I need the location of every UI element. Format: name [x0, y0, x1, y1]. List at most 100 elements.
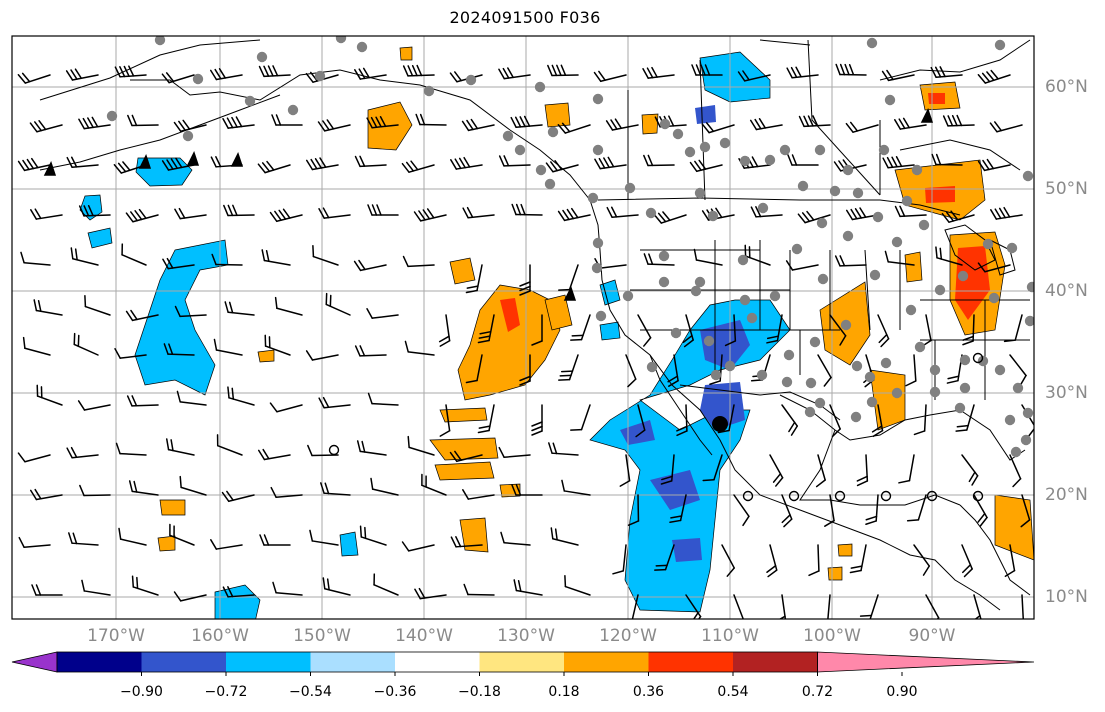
wind-barb — [905, 354, 917, 387]
wind-barb — [272, 581, 303, 596]
station-dot — [797, 180, 809, 192]
wind-barb — [115, 442, 147, 456]
wind-barb — [631, 594, 639, 619]
barb-flag — [920, 108, 934, 123]
wind-barb — [925, 594, 940, 619]
wind-barb — [721, 544, 735, 577]
wind-barb — [744, 244, 771, 266]
wind-barb — [930, 66, 963, 79]
wind-barb — [689, 159, 723, 173]
wind-barb — [36, 384, 63, 406]
wind-barb — [33, 299, 63, 316]
station-dot — [694, 187, 706, 199]
wind-barb — [881, 69, 915, 82]
wind-barb — [17, 72, 51, 84]
latitude-label: 30°N — [1045, 383, 1088, 403]
longitude-label: 150°W — [293, 626, 351, 646]
longitude-label: 170°W — [87, 626, 145, 646]
wind-barb — [259, 534, 291, 546]
station-dot — [866, 396, 878, 408]
wind-barb — [884, 250, 915, 266]
longitude-label: 160°W — [191, 626, 249, 646]
wind-barb — [402, 64, 435, 77]
wind-barb — [370, 477, 399, 496]
station-dot — [694, 276, 706, 288]
wind-barb — [223, 204, 255, 217]
wind-barb — [213, 338, 243, 356]
station-dot — [1004, 414, 1016, 426]
wind-barb — [750, 206, 783, 218]
wind-barb — [462, 206, 495, 219]
wind-barb — [439, 404, 451, 437]
wind-barb — [450, 156, 483, 170]
blue-north-core — [695, 105, 716, 124]
hudson-bay — [879, 39, 1031, 171]
wind-barb — [224, 301, 255, 316]
wind-barb — [642, 66, 675, 79]
blue-core-5 — [620, 420, 655, 445]
wind-barb — [989, 121, 1023, 133]
wind-barb — [531, 404, 543, 436]
wind-barb — [865, 494, 879, 525]
orange-small-2 — [157, 535, 176, 552]
station-dot — [192, 73, 204, 85]
station-dots — [106, 36, 1034, 458]
wind-barb — [766, 314, 783, 344]
wind-barb — [222, 586, 255, 598]
station-dot — [764, 154, 776, 166]
wind-barb — [797, 210, 831, 224]
map-title: 2024091500 F036 — [449, 8, 601, 27]
station-dot — [783, 349, 795, 361]
wind-barb — [834, 255, 867, 267]
wind-barb — [367, 392, 399, 406]
station-dot — [851, 360, 863, 372]
wind-barb — [121, 243, 147, 266]
station-dot — [690, 285, 702, 297]
colorbar-tick-label: −0.18 — [458, 684, 501, 700]
wind-barb — [829, 404, 841, 438]
wind-barb — [817, 354, 832, 387]
station-dot — [502, 130, 514, 142]
orange-nw-2 — [544, 102, 571, 128]
station-dot — [587, 192, 599, 204]
wind-barb — [931, 153, 963, 166]
station-dot — [982, 238, 994, 250]
us-mexico-border — [679, 384, 841, 421]
calm-circle — [972, 352, 984, 364]
mexico-gulf-coast — [799, 429, 961, 506]
great-lakes — [944, 224, 1016, 276]
wind-barb — [271, 114, 303, 126]
wind-barb — [637, 314, 652, 347]
wind-barb — [829, 314, 847, 346]
wind-barb — [127, 114, 159, 127]
wind-barb — [955, 404, 975, 432]
wind-barb — [356, 440, 387, 456]
wind-barb — [366, 116, 399, 129]
wind-barb — [401, 541, 435, 552]
wind-barb — [128, 480, 159, 496]
latitude-label: 40°N — [1045, 281, 1088, 301]
wind-barb — [550, 527, 579, 546]
baja-peninsula — [649, 354, 713, 456]
station-dot — [829, 185, 841, 197]
wind-barb — [1021, 594, 1025, 619]
wind-barb — [906, 494, 927, 522]
station-dot — [592, 237, 604, 249]
wind-barb — [17, 157, 51, 172]
wind-barb — [733, 494, 750, 527]
wind-barb — [606, 206, 639, 219]
station-dot — [465, 74, 477, 86]
wind-barb — [173, 591, 207, 602]
blue-west-2 — [135, 157, 193, 187]
wind-barb — [359, 525, 387, 546]
wind-barb — [461, 118, 495, 132]
wind-barb — [500, 531, 531, 546]
wind-barb — [450, 536, 483, 548]
wind-barb — [413, 208, 447, 222]
station-dot — [816, 217, 828, 229]
station-dot — [817, 273, 829, 285]
wind-barb — [785, 260, 819, 271]
wind-barb — [558, 354, 579, 381]
wind-barb — [570, 314, 591, 341]
